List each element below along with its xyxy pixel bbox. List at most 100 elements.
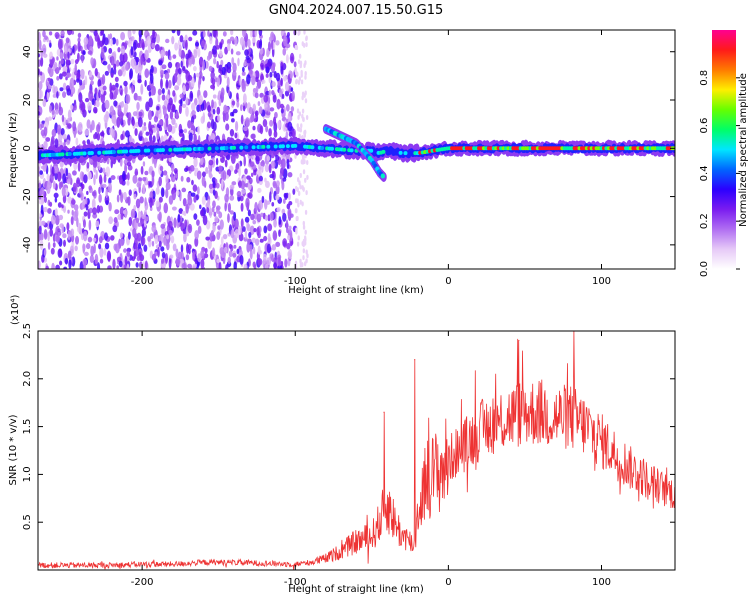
- spectrogram-noise-cell: [120, 133, 124, 141]
- spectrogram-noise-cell: [249, 116, 254, 123]
- spectrogram-noise-cell: [47, 231, 50, 242]
- spectrogram-noise-cell: [300, 159, 304, 165]
- spectrogram-noise-cell: [49, 173, 54, 184]
- spectrogram-noise-cell: [246, 175, 251, 180]
- spectrogram-noise-cell: [62, 91, 67, 98]
- spectrogram-noise-cell: [287, 171, 293, 178]
- spectrogram-noise-cell: [176, 75, 182, 86]
- spectrogram-noise-cell: [38, 31, 41, 42]
- spectrogram-noise-cell: [82, 258, 88, 266]
- spectrogram-noise-cell: [228, 250, 233, 258]
- spectrogram-noise-cell: [256, 213, 262, 223]
- spectrogram-y-ticks: -40 -20 0 20 40: [22, 45, 675, 253]
- spectrogram-noise-cell: [252, 103, 257, 112]
- spectrogram-noise-cell: [38, 53, 41, 58]
- spectrogram-noise-cell: [77, 121, 83, 133]
- spectrogram-noise-cell: [87, 101, 92, 111]
- spectrogram-noise-cell: [167, 123, 173, 133]
- spectrogram-noise-cell: [304, 177, 307, 183]
- spectrogram-noise-cell: [70, 104, 74, 111]
- spectrogram-noise-cell: [273, 262, 277, 269]
- spectrogram-noise-cell: [302, 186, 305, 192]
- spectrogram-noise-cell: [130, 45, 134, 56]
- spectrogram-noise-cell: [145, 101, 150, 112]
- spectrogram-noise-cell: [56, 48, 61, 57]
- spectrogram-noise-cell: [270, 40, 274, 50]
- spectrogram-noise-cell: [257, 258, 263, 266]
- snr-panel: -200 -100 0 100 0.5 1.0 1.5 2.0 2.5 Height of s…: [8, 294, 676, 595]
- spectrogram-noise-cell: [302, 169, 306, 175]
- spectrogram-noise-cell: [304, 209, 308, 215]
- spectrogram-noise-cell: [139, 130, 143, 137]
- spectrogram-noise-cell: [115, 87, 119, 96]
- spectrogram-noise-cell: [285, 54, 289, 64]
- spectrogram-noise-cell: [66, 72, 72, 78]
- spectrogram-noise-cell: [302, 238, 306, 244]
- spectrogram-track-core: [369, 148, 374, 153]
- spectrogram-track-core: [111, 150, 116, 155]
- spectrogram-noise-cell: [197, 225, 202, 234]
- spectrogram-noise-cell: [172, 90, 176, 97]
- spectrogram-noise-cell: [218, 261, 222, 269]
- spectrogram-noise-cell: [224, 46, 228, 55]
- spectrogram-noise-cell: [128, 231, 131, 240]
- spectrogram-noise-cell: [240, 218, 244, 228]
- spectrogram-noise-cell: [54, 197, 58, 203]
- spectrogram-noise-cell: [193, 157, 198, 168]
- spectrogram-noise-cell: [193, 195, 197, 203]
- spectrogram-noise-cell: [232, 62, 237, 73]
- spectrogram-noise-cell: [185, 203, 189, 214]
- spectrogram-noise-cell: [49, 51, 53, 60]
- spectrogram-noise-cell: [264, 215, 269, 221]
- spectrogram-noise-cell: [109, 33, 113, 40]
- spectrogram-noise-cell: [194, 230, 199, 240]
- spectrogram-noise-cell: [74, 59, 79, 65]
- spectrogram-noise-cell: [96, 205, 100, 214]
- spectrogram-noise-cell: [130, 36, 133, 42]
- spectrogram-noise-cell: [67, 209, 70, 214]
- spectrogram-noise-cell: [132, 111, 138, 117]
- spectrogram-noise-cell: [244, 216, 250, 223]
- spectrogram-noise-cell: [54, 214, 60, 226]
- spectrogram-noise-cell: [116, 265, 120, 269]
- snr-y-tick-label: 1.5: [22, 419, 33, 435]
- spectrogram-noise-cell: [220, 87, 225, 97]
- spectrogram-track-core: [214, 146, 219, 151]
- spectrogram-noise-cell: [115, 38, 119, 46]
- spectrogram-noise-cell: [217, 114, 221, 122]
- spectrogram-track-core: [232, 145, 236, 150]
- spectrogram-noise-cell: [60, 58, 64, 65]
- spectrogram-noise-cell: [63, 266, 68, 269]
- spectrogram-noise-cell: [70, 86, 76, 95]
- spectrogram-noise-cell: [166, 234, 170, 240]
- spectrogram-noise-cell: [108, 201, 112, 212]
- spectrogram-noise-cell: [135, 198, 141, 209]
- spectrogram-noise-cell: [70, 199, 76, 205]
- spectrogram-noise-cell: [87, 171, 92, 180]
- spectrogram-noise-cell: [158, 196, 163, 203]
- spectrogram-noise-cell: [188, 248, 191, 255]
- spectrogram-noise-cell: [144, 260, 148, 269]
- spectrogram-noise-cell: [239, 195, 244, 202]
- spectrogram-noise-cell: [141, 228, 146, 238]
- spectrogram-noise-cell: [65, 37, 70, 44]
- spectrogram-noise-cell: [261, 195, 265, 204]
- spectrogram-noise-cell: [166, 241, 170, 251]
- spectrogram-noise-cell: [39, 71, 43, 76]
- spectrogram-noise-cell: [110, 175, 116, 180]
- spectrogram-noise-cell: [101, 74, 106, 85]
- spectrogram-noise-cell: [111, 114, 117, 124]
- spectrogram-noise-cell: [41, 44, 47, 55]
- spectrogram-noise-cell: [264, 263, 269, 269]
- spectrogram-noise-cell: [187, 120, 192, 129]
- spectrogram-noise-cell: [136, 101, 140, 111]
- spectrogram-noise-cell: [191, 179, 194, 186]
- spectrogram-noise-cell: [213, 101, 217, 109]
- spectrogram-noise-cell: [109, 127, 114, 136]
- spectrogram-noise-cell: [40, 123, 45, 129]
- spectrogram-noise-cell: [207, 111, 212, 118]
- spectrogram-noise-cell: [39, 170, 44, 175]
- spectrogram-noise-cell: [136, 109, 139, 120]
- spectrogram-noise-cell: [101, 183, 107, 188]
- snr-peak-point: [383, 411, 385, 413]
